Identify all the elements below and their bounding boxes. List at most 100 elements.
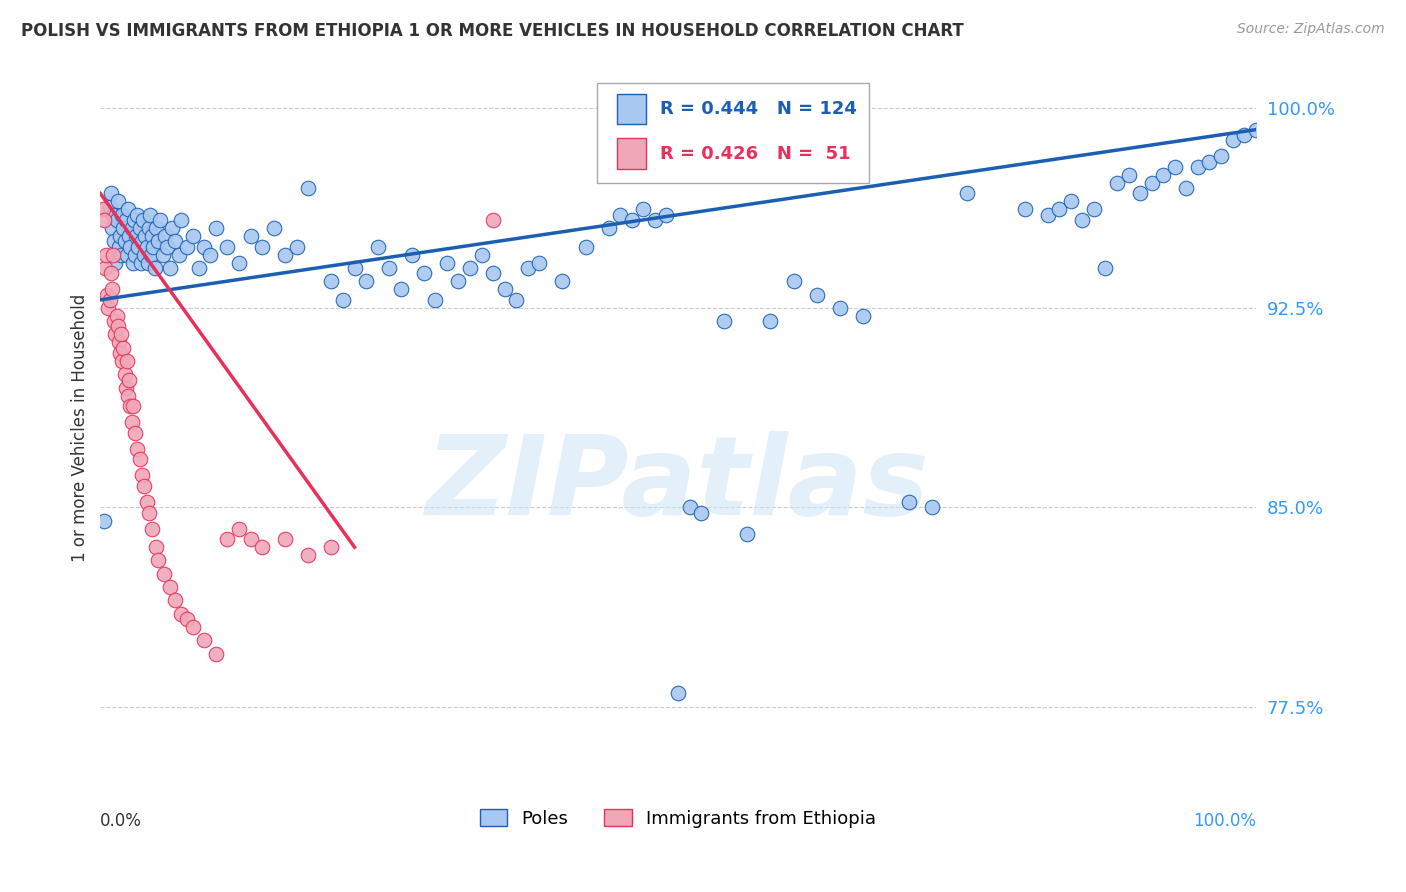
Point — [135, 495, 157, 509]
Point — [141, 522, 163, 536]
Point — [159, 260, 181, 275]
Point — [96, 287, 118, 301]
Point — [609, 208, 631, 222]
Point — [1152, 168, 1174, 182]
Point — [828, 301, 851, 315]
Point — [482, 266, 505, 280]
Point — [782, 274, 804, 288]
Point — [146, 553, 169, 567]
Point — [101, 282, 124, 296]
Point — [93, 514, 115, 528]
Point — [1083, 202, 1105, 217]
Point — [121, 399, 143, 413]
Point — [217, 532, 239, 546]
Point — [153, 229, 176, 244]
Point — [114, 368, 136, 382]
Point — [100, 186, 122, 201]
Point — [139, 208, 162, 222]
FancyBboxPatch shape — [617, 138, 645, 169]
Point — [250, 540, 273, 554]
Point — [110, 247, 132, 261]
Point — [138, 221, 160, 235]
Point — [128, 452, 150, 467]
Point — [129, 255, 152, 269]
Point — [1187, 160, 1209, 174]
Point — [170, 213, 193, 227]
Point — [921, 500, 943, 515]
Point — [436, 255, 458, 269]
Point — [1094, 260, 1116, 275]
Point — [118, 373, 141, 387]
FancyBboxPatch shape — [598, 83, 869, 184]
Point — [412, 266, 434, 280]
Point — [94, 260, 117, 275]
Point — [114, 235, 136, 249]
Point — [122, 213, 145, 227]
Point — [118, 229, 141, 244]
Point — [852, 309, 875, 323]
Point — [239, 229, 262, 244]
Point — [103, 235, 125, 249]
Point — [690, 506, 713, 520]
Point — [120, 399, 142, 413]
Point — [108, 346, 131, 360]
Point — [425, 293, 447, 307]
Point — [160, 221, 183, 235]
Point — [125, 229, 148, 244]
Point — [115, 247, 138, 261]
Point — [105, 213, 128, 227]
Point — [1222, 133, 1244, 147]
Point — [1209, 149, 1232, 163]
Point — [1175, 181, 1198, 195]
Point — [378, 260, 401, 275]
Point — [156, 240, 179, 254]
Point — [176, 240, 198, 254]
Point — [321, 540, 343, 554]
Point — [108, 240, 131, 254]
Point — [193, 633, 215, 648]
Point — [181, 229, 204, 244]
Point — [678, 500, 700, 515]
Point — [343, 260, 366, 275]
Point — [105, 309, 128, 323]
Point — [117, 202, 139, 217]
Text: ZIPatlas: ZIPatlas — [426, 432, 929, 539]
Point — [114, 213, 136, 227]
Point — [759, 314, 782, 328]
Point — [111, 354, 134, 368]
Text: Source: ZipAtlas.com: Source: ZipAtlas.com — [1237, 22, 1385, 37]
Point — [193, 240, 215, 254]
Point — [1164, 160, 1187, 174]
Point — [551, 274, 574, 288]
Point — [93, 213, 115, 227]
Point — [110, 327, 132, 342]
Text: POLISH VS IMMIGRANTS FROM ETHIOPIA 1 OR MORE VEHICLES IN HOUSEHOLD CORRELATION C: POLISH VS IMMIGRANTS FROM ETHIOPIA 1 OR … — [21, 22, 965, 40]
FancyBboxPatch shape — [617, 94, 645, 124]
Point — [127, 442, 149, 456]
Point — [149, 213, 172, 227]
Point — [644, 213, 666, 227]
Point — [121, 221, 143, 235]
Point — [165, 235, 187, 249]
Point — [145, 540, 167, 554]
Point — [1233, 128, 1256, 142]
Point — [285, 240, 308, 254]
Point — [516, 260, 538, 275]
Point — [176, 612, 198, 626]
Point — [447, 274, 470, 288]
Point — [134, 247, 156, 261]
Point — [104, 255, 127, 269]
Point — [135, 240, 157, 254]
Legend: Poles, Immigrants from Ethiopia: Poles, Immigrants from Ethiopia — [472, 802, 883, 835]
Point — [332, 293, 354, 307]
Point — [898, 495, 921, 509]
Point — [1105, 176, 1128, 190]
Point — [620, 213, 643, 227]
Point — [145, 221, 167, 235]
Point — [205, 221, 228, 235]
Point — [115, 354, 138, 368]
Point — [1071, 213, 1094, 227]
Point — [401, 247, 423, 261]
Point — [458, 260, 481, 275]
Point — [1118, 168, 1140, 182]
